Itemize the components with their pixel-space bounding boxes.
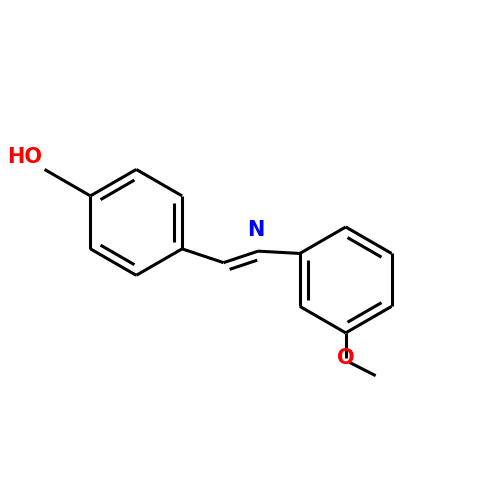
Text: O: O xyxy=(337,348,354,368)
Text: N: N xyxy=(247,220,264,240)
Text: HO: HO xyxy=(8,147,42,167)
